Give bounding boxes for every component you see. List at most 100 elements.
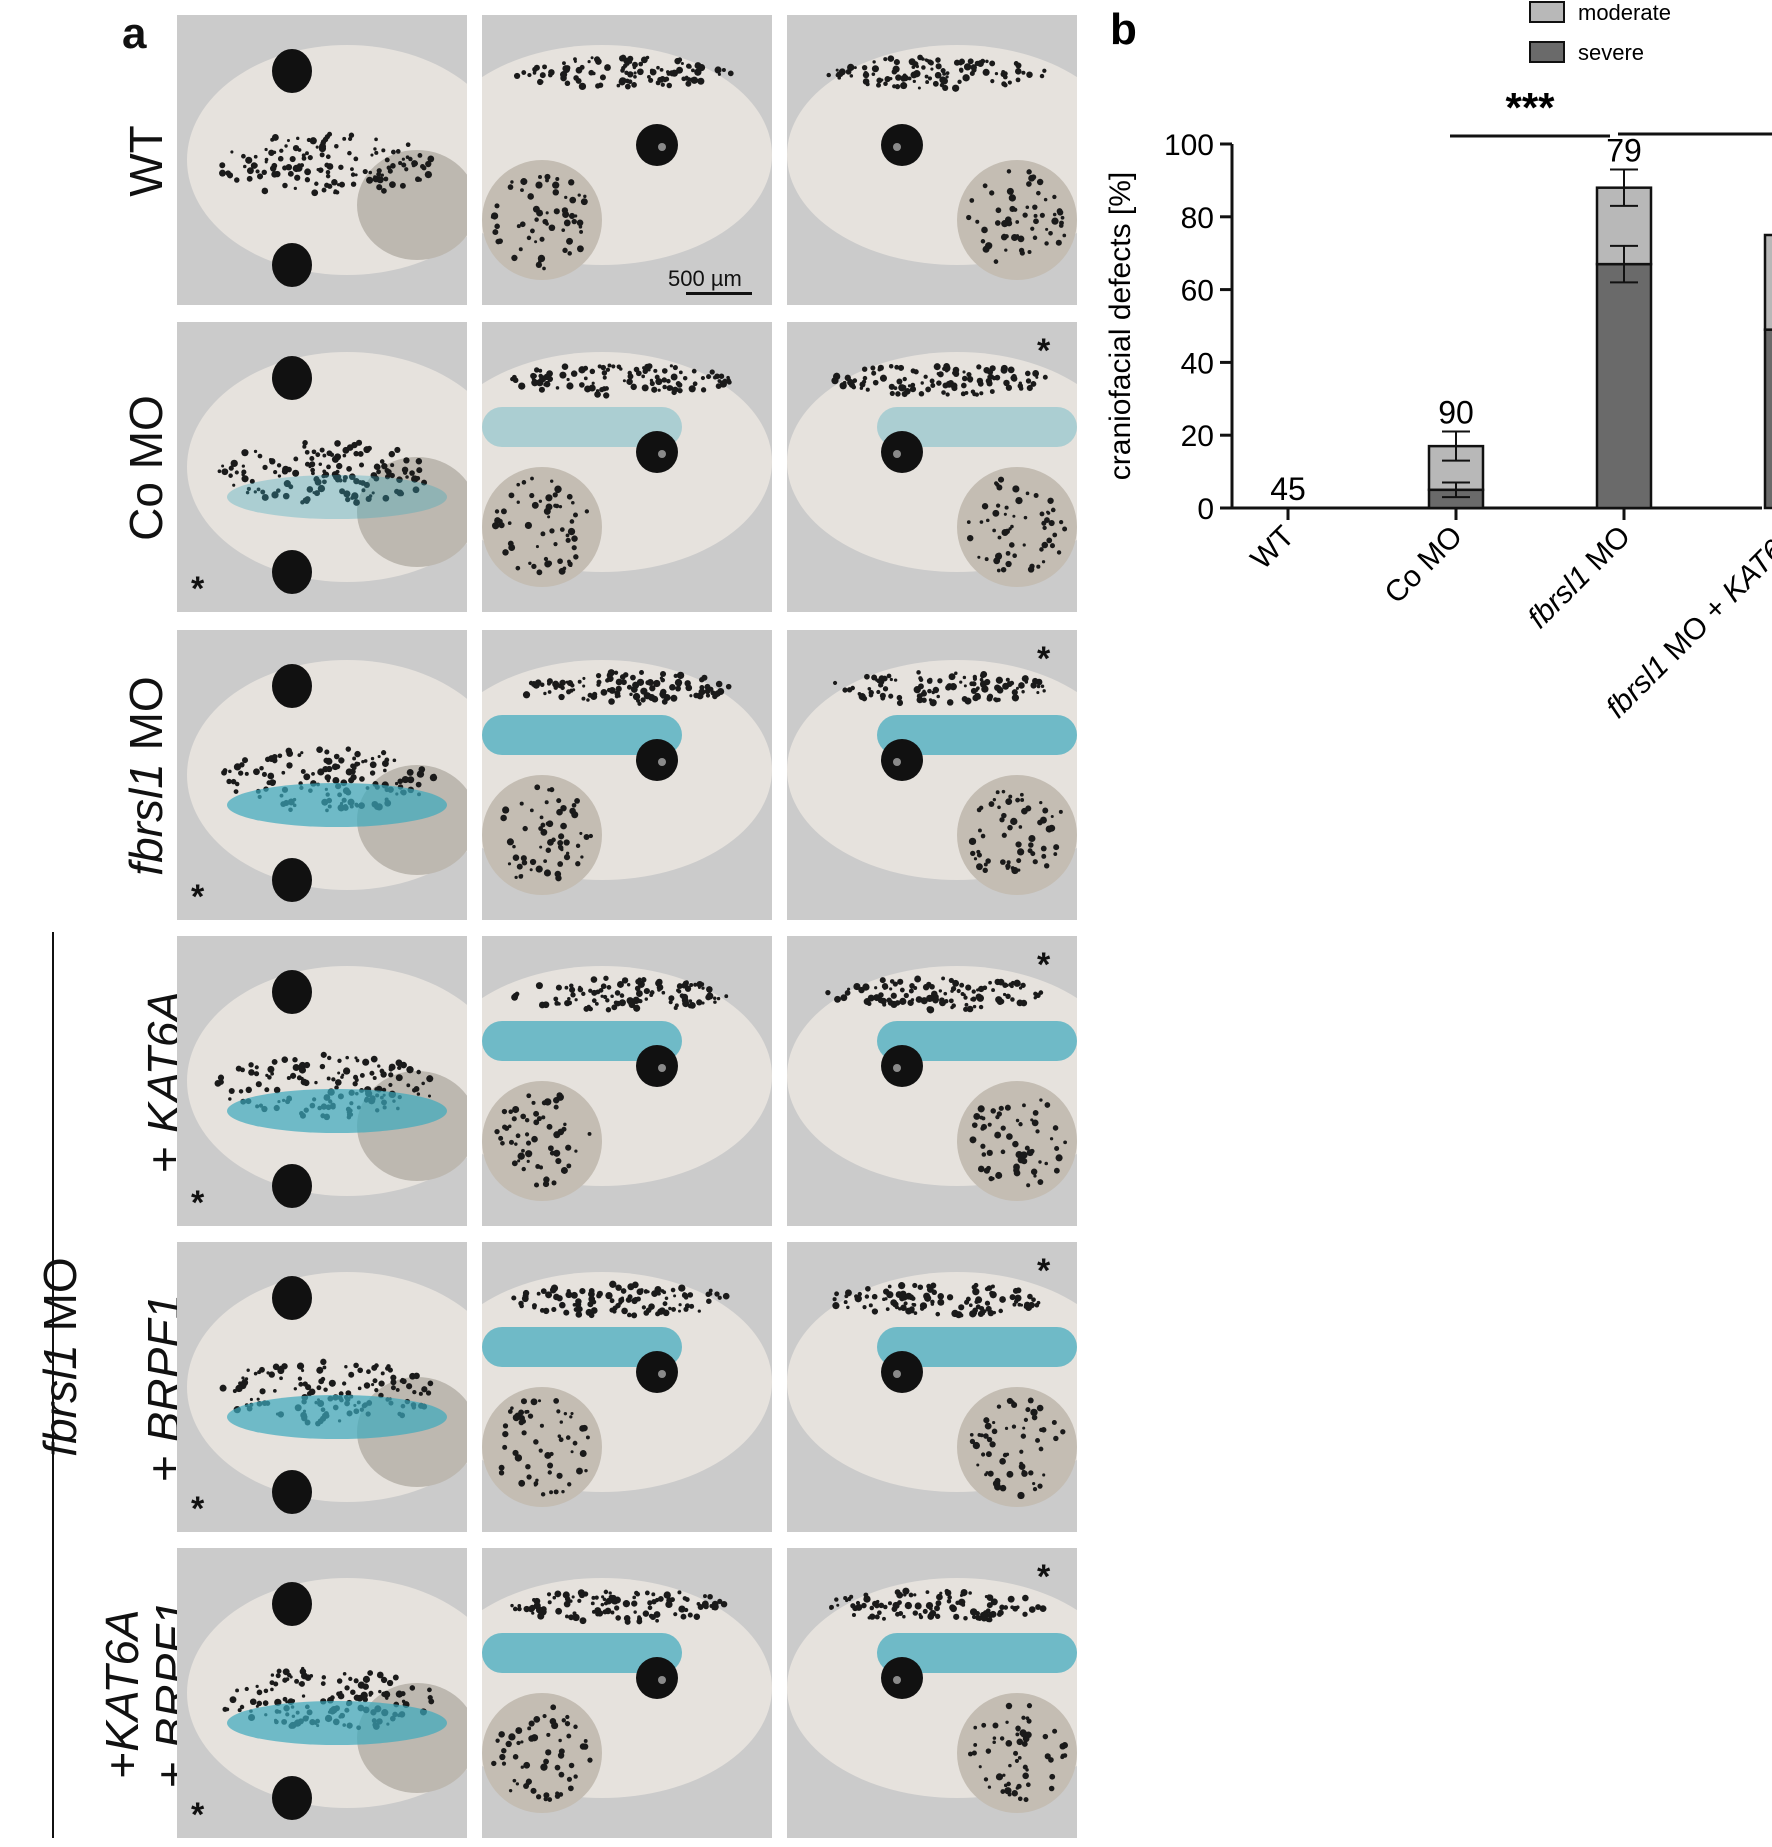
legend-label-severe: severe — [1578, 40, 1644, 65]
embryo-photo-r5-c3 — [787, 1242, 1077, 1532]
scale-bar — [686, 292, 752, 295]
asterisk-r4-c1: * — [191, 1184, 205, 1222]
x-tick-label-3: fbrsl1 MO — [1522, 520, 1637, 635]
legend-swatch-moderate — [1529, 1, 1565, 23]
eye-icon — [272, 356, 312, 400]
pigment-dots — [511, 975, 729, 1013]
eye-icon — [881, 1657, 923, 1699]
pigment-dots — [494, 1092, 592, 1188]
eye-icon — [881, 431, 923, 473]
pigment-dots — [500, 784, 594, 882]
embryo-photo-r1-c1 — [177, 15, 467, 305]
eye-icon — [636, 1045, 678, 1087]
pigment-dots — [969, 1098, 1068, 1188]
pigment-dots — [513, 54, 734, 91]
asterisk-r4-c3: * — [1037, 946, 1051, 984]
pigment-dots — [966, 169, 1067, 264]
eye-icon — [272, 664, 312, 708]
eye-icon — [881, 124, 923, 166]
embryo-photo-r1-c2 — [482, 15, 772, 305]
eye-icon — [636, 124, 678, 166]
eye-icon — [272, 970, 312, 1014]
n-label-1: 45 — [1270, 471, 1306, 507]
embryo-photo-r2-c2 — [482, 322, 772, 612]
y-tick-label: 80 — [1181, 202, 1214, 235]
eye-icon — [272, 1276, 312, 1320]
asterisk-r3-c1: * — [191, 878, 205, 916]
asterisk-r3-c3: * — [1037, 640, 1051, 678]
pigment-dots — [832, 670, 1046, 707]
pigment-dots — [966, 476, 1068, 573]
eye-icon — [272, 1776, 312, 1820]
row-label-2: Co MO — [120, 395, 172, 541]
pigment-dots — [217, 439, 428, 506]
embryo-photo-r6-c1 — [177, 1548, 467, 1838]
embryo-photo-r4-c2 — [482, 936, 772, 1226]
eye-icon — [272, 49, 312, 93]
eye-icon — [881, 1045, 923, 1087]
panel-b-letter: b — [1110, 5, 1137, 54]
pigment-dots — [491, 1704, 593, 1802]
significance-label-1: *** — [1505, 84, 1555, 131]
craniofacial-defects-chart: b 0 20 40 60 80 100 craniofacial defects [%] 45 W… — [1104, 0, 1772, 727]
asterisk-r6-c3: * — [1037, 1558, 1051, 1596]
eye-icon — [636, 431, 678, 473]
pigment-dots — [510, 363, 732, 399]
y-tick-label: 60 — [1181, 275, 1214, 308]
error-bar-severe-3 — [1610, 244, 1638, 284]
eye-icon — [881, 1351, 923, 1393]
eye-icon — [636, 1351, 678, 1393]
eye-icon — [272, 550, 312, 594]
eye-icon — [636, 1657, 678, 1699]
row-label-1: WT — [120, 125, 172, 197]
embryo-photo-r2-c1 — [177, 322, 467, 612]
pigment-dots — [829, 1587, 1047, 1623]
panel-a-letter: a — [122, 9, 147, 58]
embryo-photo-r2-c3 — [787, 322, 1077, 612]
pigment-dots — [522, 669, 732, 706]
eye-icon — [272, 858, 312, 902]
x-tick-label-1: WT — [1245, 520, 1301, 576]
error-bar-severe-2 — [1442, 481, 1470, 499]
x-tick-label-2: Co MO — [1378, 520, 1469, 611]
pigment-dots — [825, 975, 1044, 1014]
pigment-dots — [967, 1702, 1068, 1803]
legend: moderate severe — [1529, 0, 1671, 65]
y-tick-label: 0 — [1197, 493, 1214, 526]
pigment-dots — [498, 1398, 590, 1497]
embryo-photo-r3-c2 — [482, 630, 772, 920]
eye-icon — [272, 1582, 312, 1626]
row-label-6-line-1: +KAT6A — [96, 1609, 148, 1779]
embryo-photo-r5-c1 — [177, 1242, 467, 1532]
eye-icon — [272, 1164, 312, 1208]
pigment-dots — [510, 1589, 728, 1625]
y-tick-label: 20 — [1181, 420, 1214, 453]
pigment-dots — [491, 476, 590, 576]
eye-icon — [272, 243, 312, 287]
pigment-dots — [826, 54, 1047, 92]
pigment-dots — [968, 789, 1063, 875]
bar-severe-4 — [1763, 328, 1772, 510]
asterisk-r6-c1: * — [191, 1796, 205, 1834]
embryo-photo-r6-c2 — [482, 1548, 772, 1838]
embryo-photo-r4-c1 — [177, 936, 467, 1226]
error-bar-moderate-3 — [1610, 168, 1638, 207]
asterisk-r5-c1: * — [191, 1490, 205, 1528]
y-axis-label: craniofacial defects [%] — [1104, 172, 1137, 480]
bar-severe-3 — [1595, 262, 1653, 510]
asterisk-r5-c3: * — [1037, 1252, 1051, 1290]
n-label-3: 79 — [1606, 132, 1642, 168]
y-tick-label: 40 — [1181, 347, 1214, 380]
legend-swatch-severe — [1529, 41, 1565, 63]
pigment-dots — [511, 1280, 730, 1319]
eye-icon — [636, 739, 678, 781]
error-bar-moderate-2 — [1442, 430, 1470, 462]
row-label-3: fbrsl1 MO — [120, 676, 172, 876]
eye-icon — [881, 739, 923, 781]
asterisk-r2-c3: * — [1037, 332, 1051, 370]
group-bracket-line — [52, 932, 54, 1838]
legend-label-moderate: moderate — [1578, 0, 1671, 25]
embryo-photo-r3-c1 — [177, 630, 467, 920]
embryo-photo-r3-c3 — [787, 630, 1077, 920]
embryo-photo-r1-c3 — [787, 15, 1077, 305]
